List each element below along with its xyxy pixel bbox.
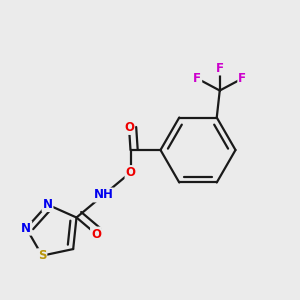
Text: F: F bbox=[216, 61, 224, 74]
Text: O: O bbox=[124, 121, 134, 134]
Text: F: F bbox=[193, 72, 201, 85]
Text: F: F bbox=[238, 72, 246, 85]
Text: O: O bbox=[91, 227, 101, 241]
Text: O: O bbox=[125, 166, 136, 179]
Text: NH: NH bbox=[94, 188, 113, 202]
Text: N: N bbox=[43, 198, 52, 211]
Text: N: N bbox=[21, 222, 31, 235]
Text: S: S bbox=[38, 249, 46, 262]
